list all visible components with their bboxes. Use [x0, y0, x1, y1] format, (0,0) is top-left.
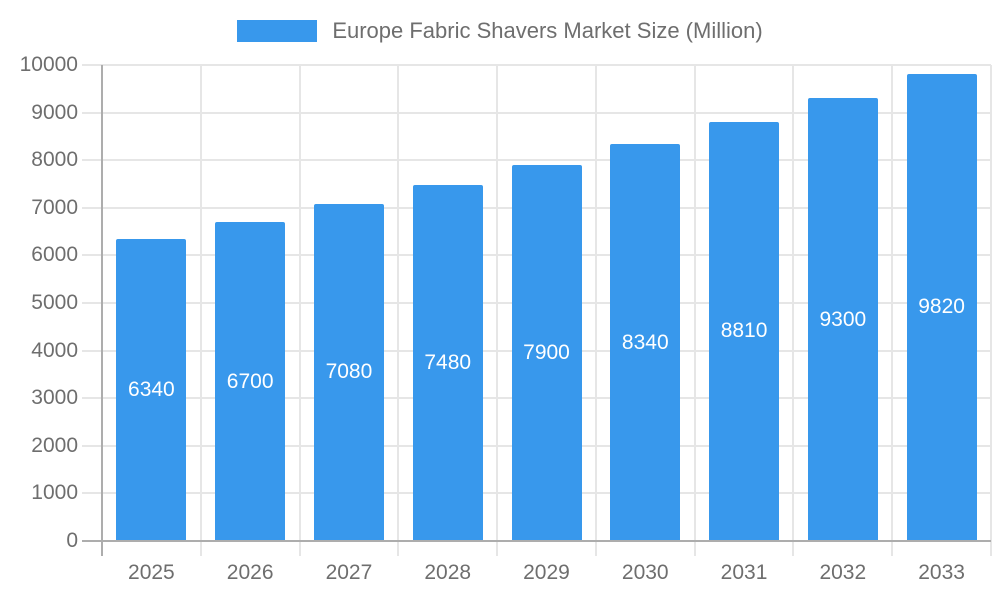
bar-value-label: 7480	[424, 350, 472, 374]
x-tick-label: 2031	[720, 561, 768, 584]
gridline-vertical	[693, 65, 696, 556]
bar	[807, 98, 878, 540]
bar-value-label: 9820	[918, 295, 965, 319]
y-tick-label: 6000	[31, 243, 78, 267]
gridline-vertical	[199, 65, 202, 556]
bar	[709, 121, 780, 540]
y-axis-line	[101, 65, 103, 556]
gridline-horizontal	[82, 159, 991, 162]
x-tick-label: 2033	[918, 561, 965, 584]
gridline-vertical	[496, 65, 499, 556]
x-axis-line	[82, 540, 991, 542]
y-tick-label: 5000	[31, 291, 78, 314]
y-tick-label: 7000	[31, 195, 78, 219]
y-tick-label: 1000	[31, 481, 78, 505]
x-tick-label: 2026	[226, 561, 274, 584]
legend[interactable]: Europe Fabric Shavers Market Size (Milli…	[0, 18, 1000, 44]
bar-value-label: 8340	[621, 330, 669, 354]
y-tick-label: 2000	[31, 433, 78, 457]
y-tick-label: 3000	[31, 386, 78, 410]
bar	[313, 203, 384, 540]
bar-value-label: 7080	[325, 360, 373, 384]
y-tick-label: 4000	[31, 338, 78, 362]
legend-label: Europe Fabric Shavers Market Size (Milli…	[332, 18, 763, 43]
legend-swatch	[237, 20, 318, 42]
gridline-vertical	[990, 65, 992, 556]
bar-value-label: 6700	[226, 369, 274, 393]
x-tick-label: 2029	[523, 561, 570, 584]
bar	[610, 144, 681, 540]
x-tick-label: 2032	[819, 561, 867, 584]
gridline-vertical	[594, 65, 597, 556]
bar	[511, 164, 582, 540]
x-tick-label: 2028	[424, 561, 472, 584]
gridline-vertical	[891, 65, 894, 556]
x-tick-label: 2025	[128, 561, 175, 584]
gridline-vertical	[397, 65, 400, 556]
gridline-horizontal	[82, 111, 991, 114]
bar	[215, 222, 286, 540]
bar-value-label: 9300	[819, 307, 867, 331]
bar-value-label: 6340	[128, 378, 175, 402]
bar-value-label: 8810	[720, 319, 768, 343]
bar	[906, 73, 977, 540]
x-tick-label: 2030	[621, 561, 669, 584]
y-tick-label: 8000	[31, 148, 78, 172]
gridline-vertical	[298, 65, 301, 556]
bar	[412, 184, 483, 540]
y-tick-label: 0	[66, 529, 78, 552]
x-tick-label: 2027	[325, 561, 373, 584]
y-tick-label: 10000	[19, 53, 78, 76]
y-tick-label: 9000	[31, 100, 78, 124]
bar	[116, 239, 187, 540]
bar-value-label: 7900	[523, 340, 570, 364]
gridline-vertical	[792, 65, 795, 556]
gridline-horizontal	[82, 64, 991, 66]
